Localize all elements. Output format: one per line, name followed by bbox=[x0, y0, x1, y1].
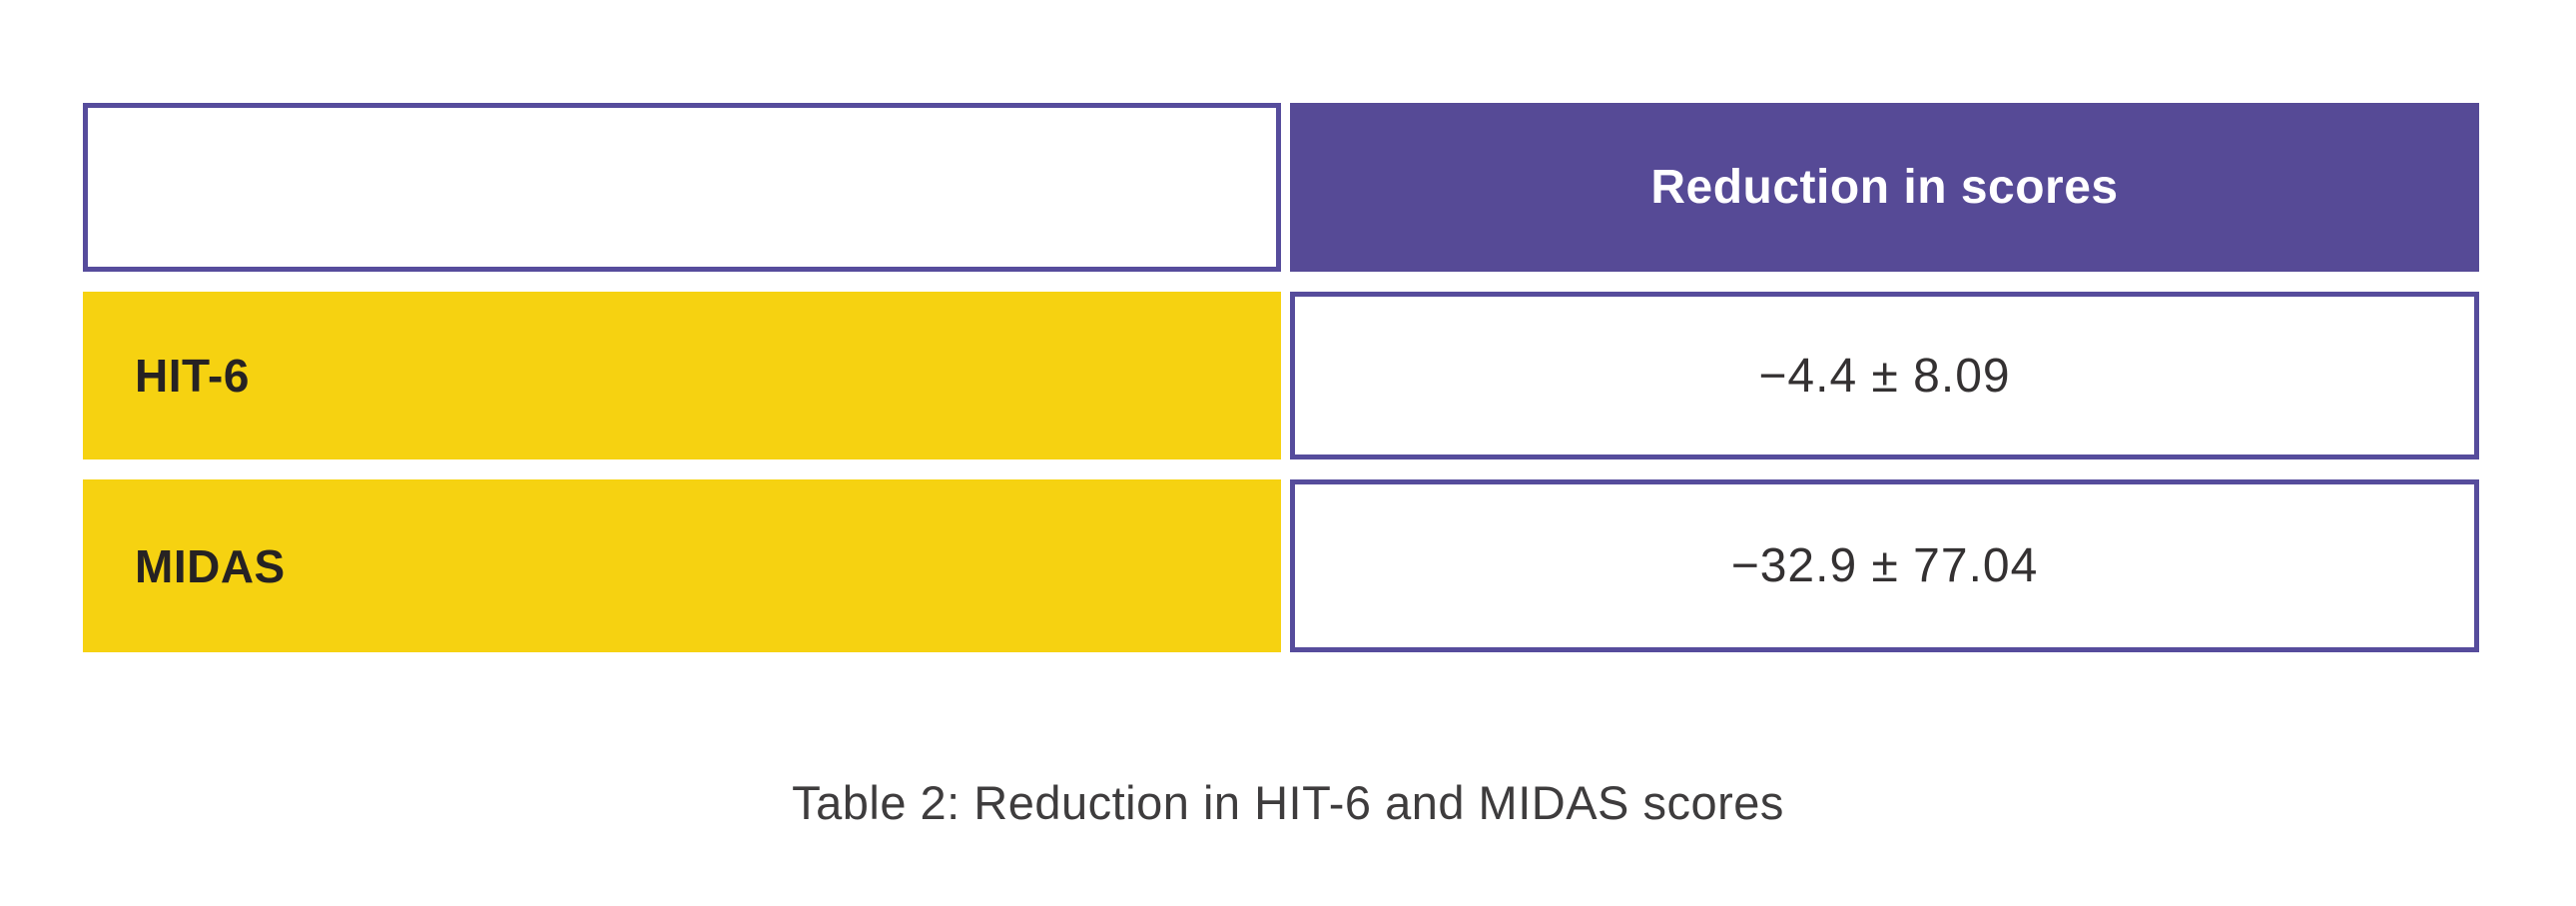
header-scores-label: Reduction in scores bbox=[1650, 161, 2119, 214]
row-label-hit6-text: HIT-6 bbox=[135, 350, 250, 402]
table-caption: Table 2: Reduction in HIT-6 and MIDAS sc… bbox=[792, 776, 1784, 829]
header-empty-cell bbox=[83, 103, 1281, 272]
header-scores-cell: Reduction in scores bbox=[1290, 103, 2479, 272]
row-value-hit6: −4.4 ± 8.09 bbox=[1290, 292, 2479, 459]
row-value-midas-text: −32.9 ± 77.04 bbox=[1730, 539, 2039, 592]
row-label-hit6: HIT-6 bbox=[83, 292, 1281, 459]
row-label-midas-text: MIDAS bbox=[135, 539, 286, 592]
row-label-midas: MIDAS bbox=[83, 479, 1281, 652]
row-value-hit6-text: −4.4 ± 8.09 bbox=[1758, 349, 2011, 403]
scores-table: Reduction in scores HIT-6 −4.4 ± 8.09 MI… bbox=[83, 103, 2479, 652]
row-value-midas: −32.9 ± 77.04 bbox=[1290, 479, 2479, 652]
